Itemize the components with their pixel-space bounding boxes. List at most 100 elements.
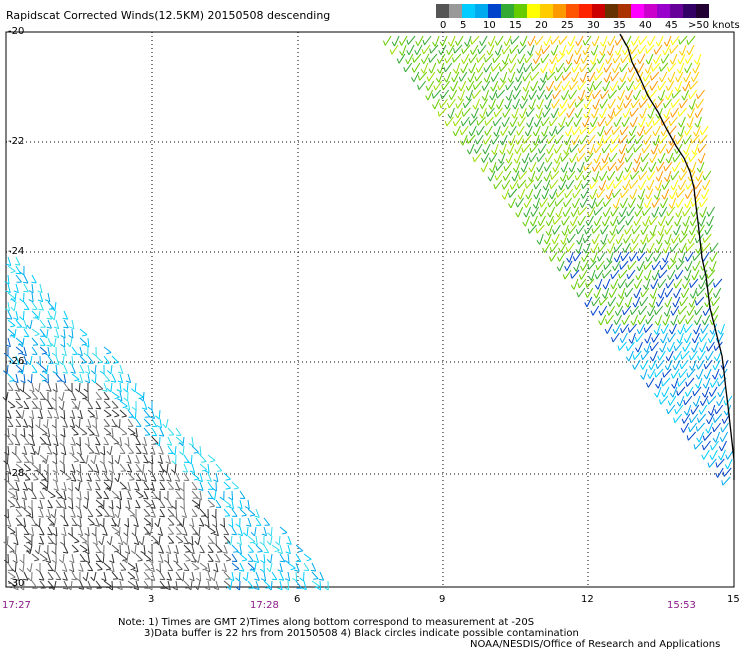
wind-barb [624, 44, 631, 55]
wind-barb-flag [63, 326, 69, 329]
wind-barb-flag [306, 558, 312, 562]
wind-barb-flag [528, 104, 532, 110]
wind-barb [683, 413, 691, 424]
wind-barb-flag [685, 184, 689, 190]
wind-barb [582, 188, 590, 199]
wind-barb [694, 62, 701, 74]
wind-barb [625, 35, 632, 47]
wind-barb-flag [213, 569, 219, 573]
wind-barb-flag [586, 138, 590, 145]
wind-barb-flag [237, 533, 243, 537]
wind-barb [55, 454, 58, 465]
wind-barb-flag [632, 167, 636, 173]
wind-barb [686, 269, 692, 281]
wind-barb [563, 233, 568, 245]
wind-barb-flag [488, 104, 492, 110]
wind-barb-flag [242, 577, 248, 582]
wind-barb-flag [257, 550, 263, 553]
wind-barb [631, 305, 640, 316]
wind-barb-flag [699, 400, 704, 406]
wind-barb-flag [637, 49, 641, 55]
wind-barb-flag [590, 257, 594, 263]
wind-barb-flag [177, 541, 184, 544]
wind-barb [705, 377, 711, 389]
wind-barb-flag [173, 551, 179, 555]
wind-barb [483, 152, 490, 163]
wind-barb-flag [587, 67, 591, 73]
wind-barb [620, 62, 629, 73]
wind-barb-flag [105, 568, 111, 571]
wind-barb-flag [95, 488, 101, 491]
wind-barb [453, 53, 462, 63]
wind-barb-flag [509, 184, 513, 190]
wind-barb [215, 526, 219, 536]
wind-barb-flag [672, 156, 675, 163]
wind-barb [78, 418, 81, 429]
wind-barb-flag [709, 246, 713, 252]
wind-barb [182, 445, 185, 455]
wind-barb [151, 508, 156, 518]
wind-barb [476, 134, 484, 145]
wind-barb [684, 395, 693, 406]
wind-barb-flag [61, 353, 67, 357]
wind-barb-flag [625, 220, 629, 226]
wind-barb-flag [74, 405, 79, 411]
wind-barb [103, 580, 112, 587]
wind-barb [595, 215, 602, 227]
wind-barb [517, 71, 524, 83]
wind-barb [223, 481, 231, 489]
wind-barb [175, 517, 183, 526]
wind-barb-flag [713, 282, 716, 288]
wind-barb-flag [25, 479, 31, 481]
wind-barb [23, 328, 30, 337]
wind-barb-flag [685, 319, 688, 325]
wind-barb [23, 490, 27, 500]
wind-barb-flag [677, 59, 681, 65]
wind-barb-flag [662, 50, 666, 56]
wind-barb [197, 535, 201, 545]
wind-barb-flag [660, 120, 663, 126]
wind-barb-flag [117, 542, 123, 546]
wind-barb-flag [448, 94, 452, 100]
wind-barb-flag [664, 365, 669, 371]
wind-barb [640, 179, 647, 190]
wind-barb-flag [647, 103, 650, 109]
wind-barb [643, 143, 651, 154]
wind-barb-flag [171, 469, 176, 474]
wind-barb [646, 197, 653, 209]
wind-barb-flag [130, 567, 136, 571]
wind-barb-flag [641, 148, 645, 154]
wind-barb [23, 355, 28, 365]
wind-barb-flag [694, 320, 698, 326]
wind-barb-flag [38, 308, 44, 311]
wind-barb [599, 242, 607, 253]
wind-barb-flag [674, 148, 678, 154]
wind-barb [151, 472, 157, 482]
wind-barb-flag [417, 75, 420, 81]
wind-barb-flag [599, 41, 604, 47]
wind-barb [708, 206, 716, 217]
wind-barb [561, 98, 568, 109]
wind-barb [615, 116, 622, 127]
wind-barb-flag [605, 318, 608, 325]
wind-barb-flag [553, 148, 557, 154]
wind-barb-flag [598, 113, 603, 119]
wind-barb-flag [663, 165, 666, 172]
wind-barb [718, 395, 725, 407]
wind-barb-flag [183, 542, 189, 545]
wind-barb [127, 562, 136, 569]
wind-barb [31, 427, 34, 438]
wind-barb [55, 427, 58, 438]
wind-barb [663, 386, 670, 398]
wind-barb [639, 44, 647, 55]
wind-barb [674, 296, 681, 308]
wind-barb [478, 44, 487, 55]
wind-barb-flag [549, 59, 553, 65]
wind-barb-flag [9, 488, 15, 490]
wind-barb-flag [553, 85, 557, 91]
wind-barb [126, 535, 129, 545]
wind-barb-flag [603, 264, 606, 270]
wind-barb [565, 62, 573, 73]
wind-barb-flag [194, 558, 199, 564]
lat-label-20: -20 [8, 26, 25, 37]
